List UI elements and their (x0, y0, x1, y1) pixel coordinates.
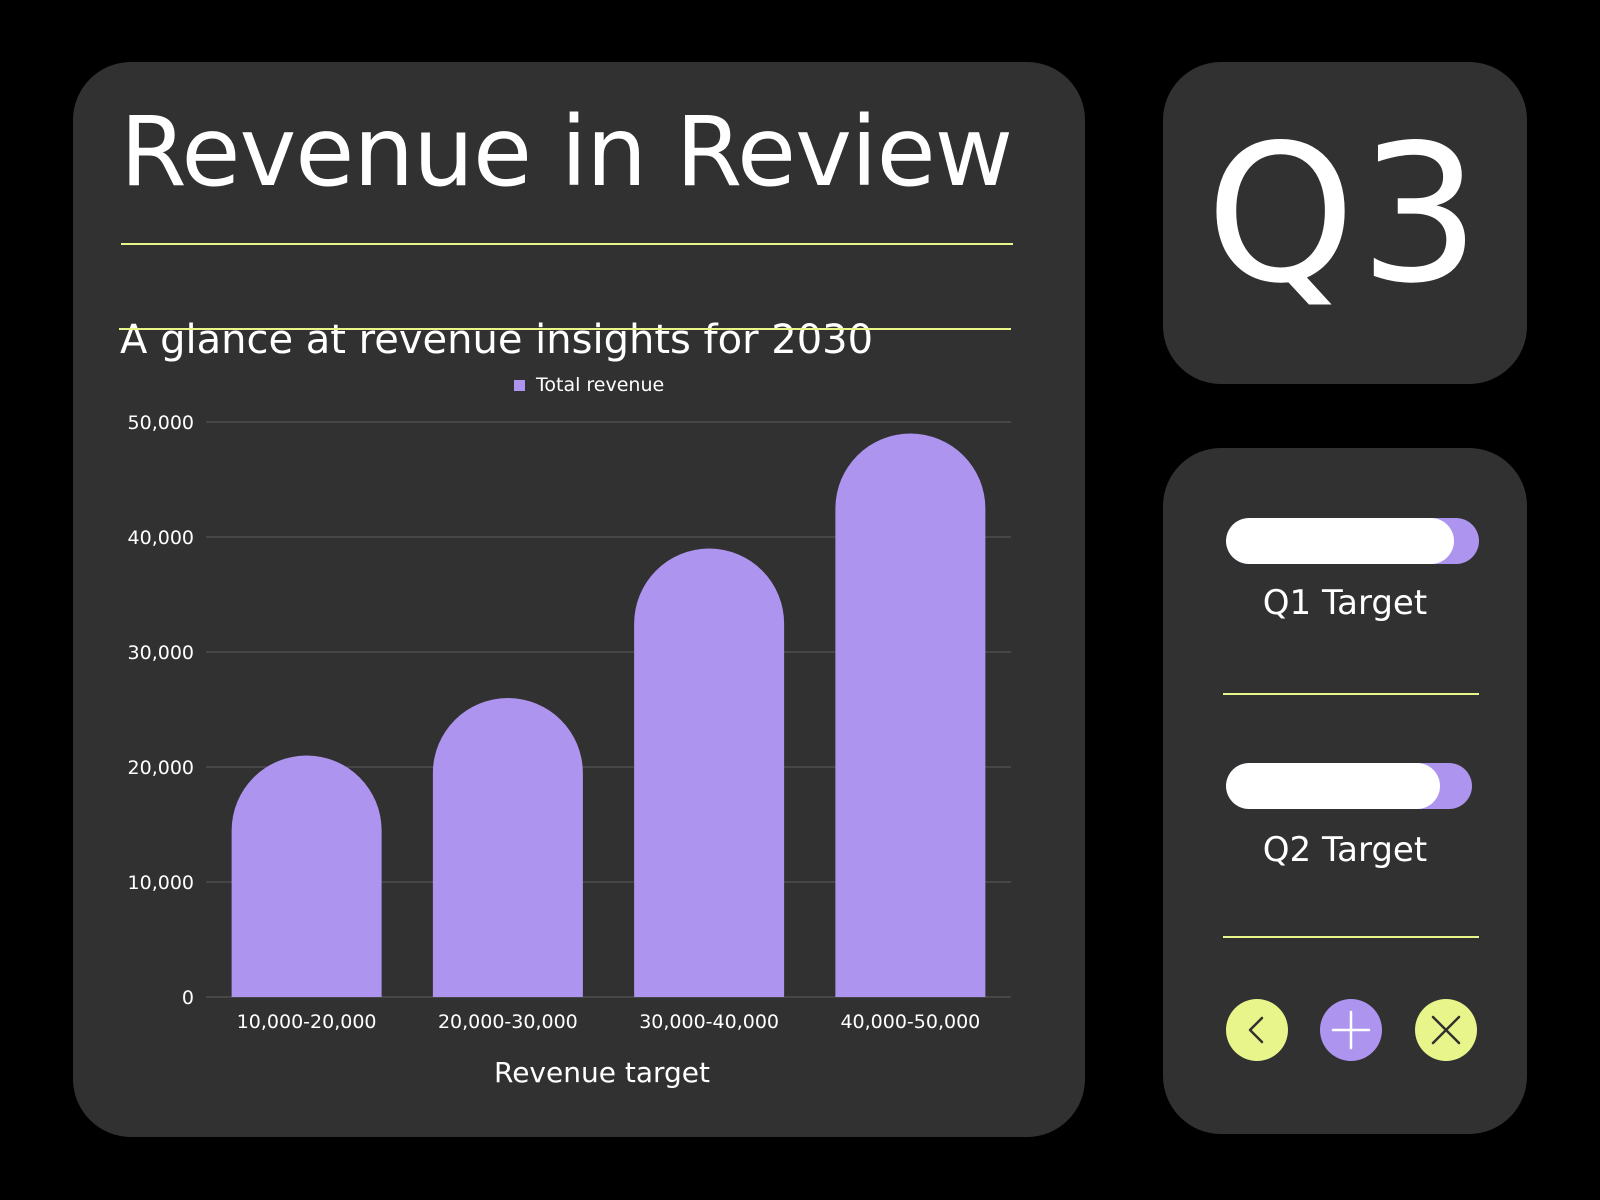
subtitle-divider (119, 328, 1011, 330)
x-tick-label: 10,000-20,000 (237, 1011, 377, 1033)
x-tick-label: 20,000-30,000 (438, 1011, 578, 1033)
y-tick-label: 40,000 (128, 527, 194, 549)
q1-target-progress (1226, 518, 1479, 564)
q2-target-progress (1226, 763, 1472, 809)
add-button[interactable] (1320, 999, 1382, 1061)
plus-icon (1331, 1010, 1371, 1050)
close-icon (1431, 1015, 1461, 1045)
y-tick-label: 30,000 (128, 642, 194, 664)
y-tick-label: 20,000 (128, 757, 194, 779)
chevron-left-icon (1248, 1016, 1264, 1044)
x-axis-label: Revenue target (494, 1056, 710, 1089)
bar (231, 755, 382, 997)
bar (634, 548, 785, 997)
quarter-card: Q3 (1163, 62, 1527, 384)
targets-card: Q1 Target Q2 Target (1163, 448, 1527, 1134)
title-divider (121, 243, 1013, 245)
page-title: Revenue in Review (120, 96, 1013, 208)
q2-target-progress-fill (1226, 763, 1441, 809)
revenue-chart-card: Revenue in Review A glance at revenue in… (73, 62, 1085, 1137)
x-tick-label: 30,000-40,000 (639, 1011, 779, 1033)
q2-target-label: Q2 Target (1262, 830, 1428, 870)
bar-chart: 0 10,000 20,000 30,000 40,000 50,000 10,000-2… (128, 374, 1011, 1089)
q1-target-progress-fill (1226, 518, 1454, 564)
legend-swatch (514, 380, 525, 391)
y-tick-label: 0 (182, 987, 194, 1009)
page-subtitle: A glance at revenue insights for 2030 (120, 317, 874, 363)
bar (835, 433, 986, 997)
q1-target-label: Q1 Target (1262, 583, 1428, 623)
x-tick-label: 40,000-50,000 (840, 1011, 980, 1033)
quarter-badge: Q3 (1205, 104, 1485, 325)
back-button[interactable] (1226, 999, 1288, 1061)
bar (432, 698, 583, 997)
close-button[interactable] (1415, 999, 1477, 1061)
y-tick-label: 10,000 (128, 872, 194, 894)
y-tick-label: 50,000 (128, 412, 194, 434)
q1-divider (1223, 693, 1479, 695)
legend-label: Total revenue (535, 374, 664, 396)
q2-divider (1223, 936, 1479, 938)
